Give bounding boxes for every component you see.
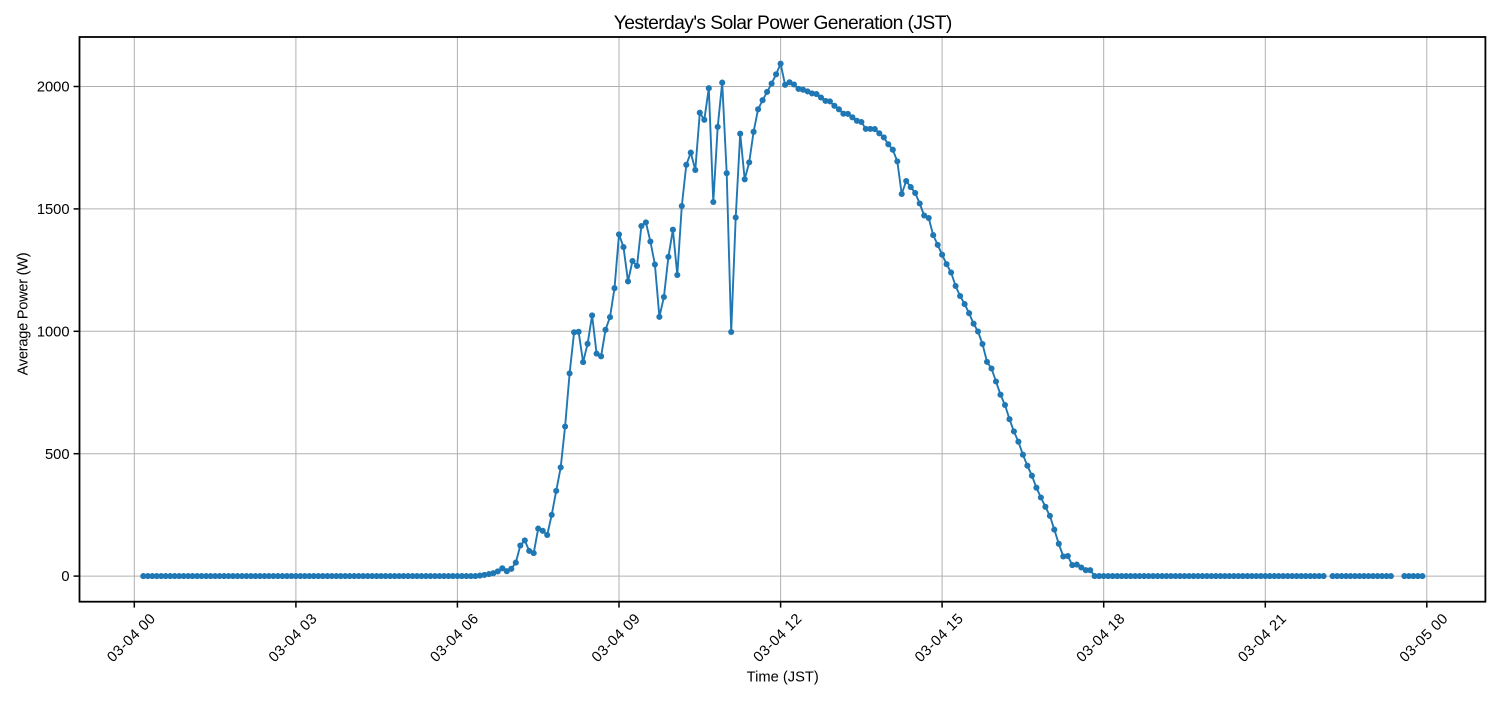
svg-text:2000: 2000 <box>37 80 70 96</box>
svg-text:Yesterday's Solar Power Genera: Yesterday's Solar Power Generation (JST) <box>614 13 952 34</box>
svg-text:1000: 1000 <box>37 324 70 340</box>
svg-text:1500: 1500 <box>37 202 70 218</box>
svg-text:Time (JST): Time (JST) <box>747 670 819 686</box>
svg-text:0: 0 <box>61 569 69 585</box>
svg-text:Average Power (W): Average Power (W) <box>16 253 32 376</box>
svg-text:500: 500 <box>45 447 70 463</box>
